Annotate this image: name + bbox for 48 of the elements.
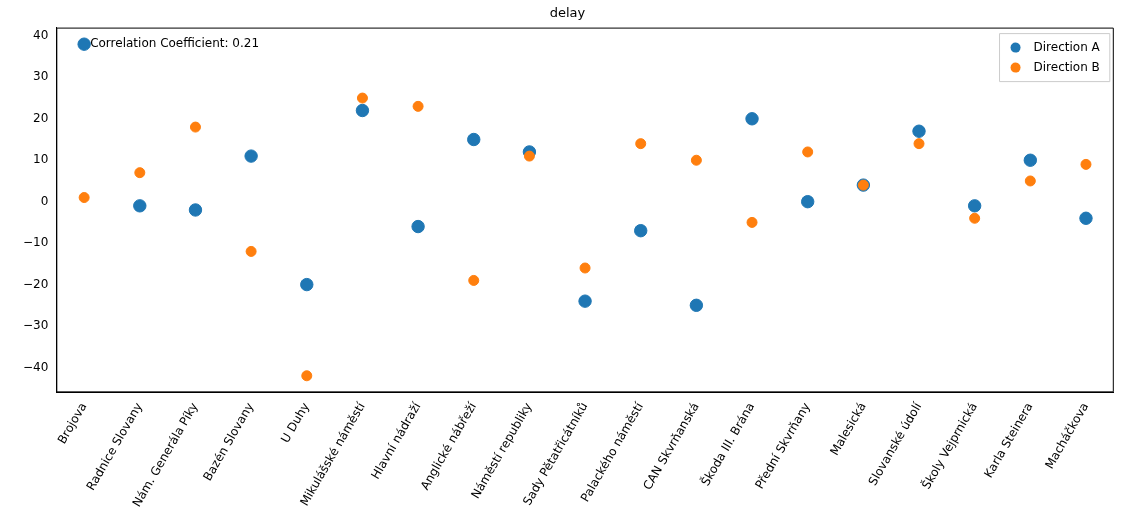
point: [1080, 158, 1092, 170]
point: [134, 167, 146, 179]
y-tick-label: 10: [33, 152, 49, 167]
chart-title: delay: [549, 5, 586, 21]
annotation: Correlation Coefficient: 0.21: [90, 35, 260, 50]
point: [746, 216, 758, 228]
point: [635, 138, 647, 150]
legend-label: Direction B: [1033, 59, 1100, 74]
point: [467, 132, 481, 147]
y-tick-label: 20: [33, 110, 49, 125]
point: [78, 192, 90, 204]
point: [523, 150, 535, 162]
point: [1079, 211, 1093, 225]
y-tick-label: −10: [23, 235, 49, 250]
y-tick-label: −40: [23, 359, 49, 374]
point: [967, 199, 982, 213]
point: [245, 245, 257, 257]
point: [634, 224, 648, 238]
y-tick-label: 30: [33, 69, 49, 84]
point: [468, 274, 480, 286]
y-tick-label: 0: [40, 193, 49, 208]
point: [913, 138, 925, 150]
point: [969, 212, 981, 224]
point: [912, 124, 926, 138]
legend-label: Direction A: [1033, 39, 1101, 54]
point: [800, 194, 815, 209]
point: [1023, 153, 1038, 167]
point: [802, 146, 814, 158]
point: [745, 112, 759, 126]
point: [244, 149, 258, 163]
point: [412, 100, 424, 112]
point: [579, 262, 591, 274]
point: [690, 154, 702, 166]
point: [301, 370, 313, 382]
point: [188, 203, 203, 217]
point: [355, 103, 370, 118]
point: [411, 219, 425, 234]
point: [189, 121, 201, 133]
point: [578, 294, 592, 308]
point: [1024, 175, 1036, 187]
point: [133, 199, 147, 213]
point: [77, 37, 91, 51]
point: [300, 277, 314, 292]
y-tick-label: −20: [23, 276, 49, 291]
y-tick-label: 40: [33, 28, 49, 43]
point: [356, 92, 368, 104]
point: [689, 298, 704, 313]
y-tick-label: −30: [23, 318, 49, 333]
